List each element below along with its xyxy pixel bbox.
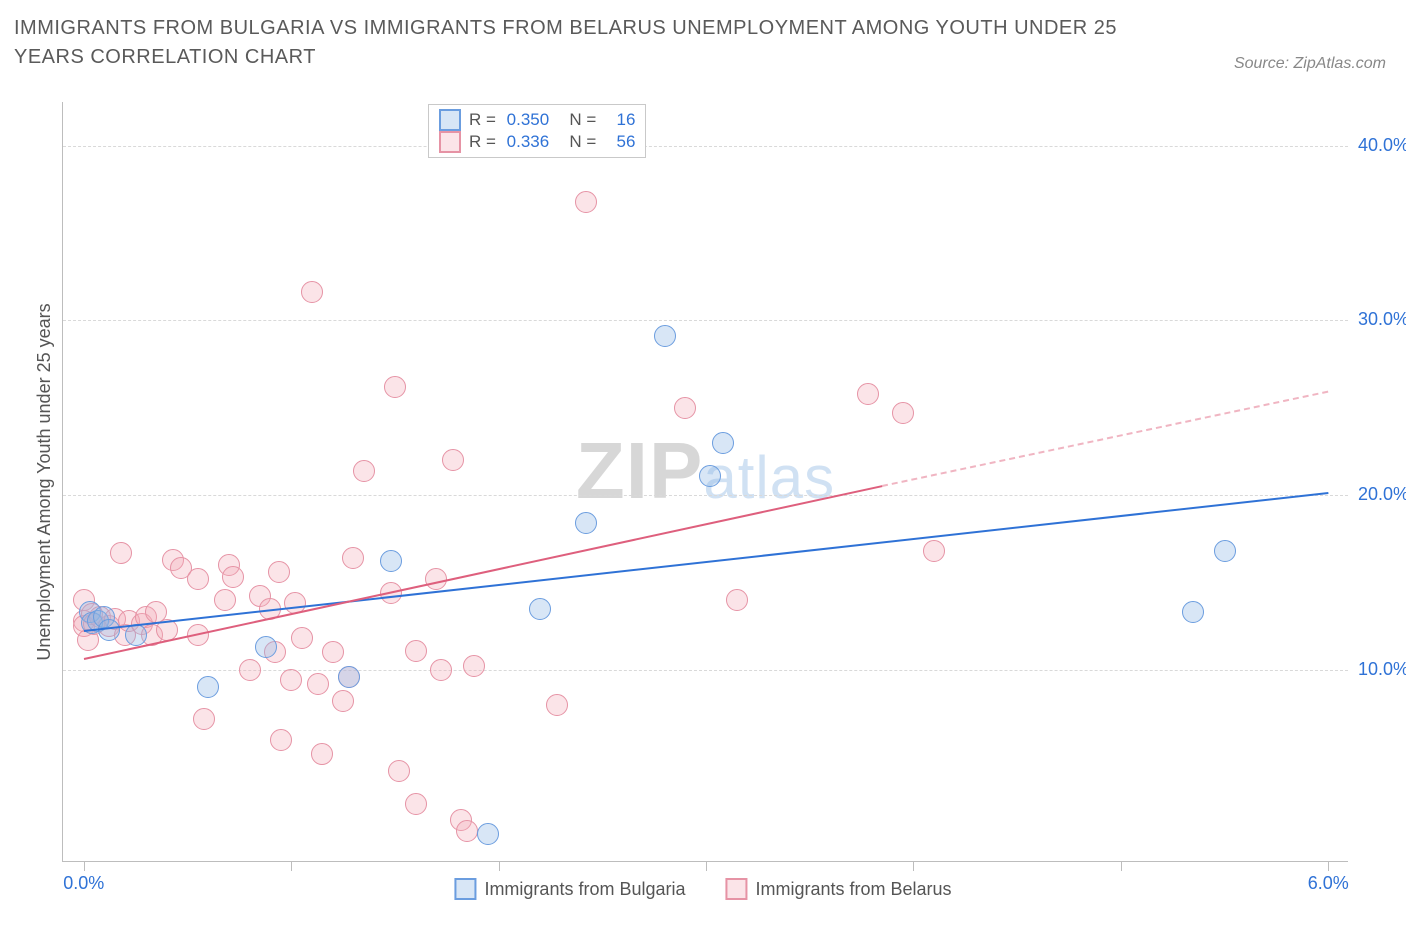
data-point-bulgaria xyxy=(125,624,147,646)
y-tick-label: 10.0% xyxy=(1358,659,1406,680)
chart-title: IMMIGRANTS FROM BULGARIA VS IMMIGRANTS F… xyxy=(14,14,1134,72)
y-tick-label: 30.0% xyxy=(1358,309,1406,330)
data-point-belarus xyxy=(268,561,290,583)
legend-r-key: R = xyxy=(469,110,501,130)
x-tick-label: 6.0% xyxy=(1308,873,1349,894)
data-point-belarus xyxy=(388,760,410,782)
source-label: Source: ZipAtlas.com xyxy=(1234,55,1386,73)
legend-item-bulgaria: Immigrants from Bulgaria xyxy=(454,878,685,900)
data-point-belarus xyxy=(193,708,215,730)
data-point-bulgaria xyxy=(1182,601,1204,623)
data-point-belarus xyxy=(405,793,427,815)
data-point-belarus xyxy=(857,383,879,405)
data-point-belarus xyxy=(110,542,132,564)
data-point-bulgaria xyxy=(712,432,734,454)
data-point-bulgaria xyxy=(529,598,551,620)
trendline-bulgaria xyxy=(84,492,1329,632)
legend-swatch-belarus xyxy=(439,131,461,153)
gridline-h xyxy=(63,146,1348,147)
legend-item-belarus: Immigrants from Belarus xyxy=(726,878,952,900)
data-point-belarus xyxy=(342,547,364,569)
data-point-belarus xyxy=(222,566,244,588)
data-point-bulgaria xyxy=(197,676,219,698)
x-tick-mark xyxy=(913,861,914,871)
data-point-bulgaria xyxy=(255,636,277,658)
data-point-belarus xyxy=(214,589,236,611)
data-point-belarus xyxy=(291,627,313,649)
data-point-belarus xyxy=(405,640,427,662)
y-tick-label: 40.0% xyxy=(1358,135,1406,156)
legend-n-val-belarus: 56 xyxy=(607,132,635,152)
legend-stats-row-belarus: R = 0.336 N = 56 xyxy=(439,131,635,153)
data-point-bulgaria xyxy=(380,550,402,572)
data-point-belarus xyxy=(726,589,748,611)
legend-r-val-belarus: 0.336 xyxy=(507,132,550,152)
x-tick-mark xyxy=(291,861,292,871)
legend-swatch-belarus xyxy=(726,878,748,900)
data-point-belarus xyxy=(442,449,464,471)
x-tick-mark xyxy=(84,861,85,871)
data-point-belarus xyxy=(280,669,302,691)
data-point-belarus xyxy=(307,673,329,695)
data-point-belarus xyxy=(187,568,209,590)
data-point-belarus xyxy=(239,659,261,681)
gridline-h xyxy=(63,320,1348,321)
data-point-bulgaria xyxy=(1214,540,1236,562)
data-point-bulgaria xyxy=(699,465,721,487)
x-tick-mark xyxy=(1121,861,1122,871)
data-point-belarus xyxy=(463,655,485,677)
data-point-bulgaria xyxy=(338,666,360,688)
watermark-part1: ZIP xyxy=(576,425,703,514)
y-axis-title: Unemployment Among Youth under 25 years xyxy=(34,303,55,660)
data-point-bulgaria xyxy=(477,823,499,845)
legend-n-key: N = xyxy=(555,110,601,130)
legend-label-belarus: Immigrants from Belarus xyxy=(756,879,952,899)
data-point-belarus xyxy=(270,729,292,751)
data-point-belarus xyxy=(892,402,914,424)
data-point-belarus xyxy=(546,694,568,716)
legend-stats-box: R = 0.350 N = 16 R = 0.336 N = 56 xyxy=(428,104,646,158)
x-tick-mark xyxy=(1328,861,1329,871)
legend-n-key: N = xyxy=(555,132,601,152)
data-point-belarus xyxy=(456,820,478,842)
legend-r-key: R = xyxy=(469,132,501,152)
legend-swatch-bulgaria xyxy=(439,109,461,131)
data-point-belarus xyxy=(322,641,344,663)
data-point-belarus xyxy=(384,376,406,398)
legend-r-val-bulgaria: 0.350 xyxy=(507,110,550,130)
data-point-belarus xyxy=(311,743,333,765)
chart-plot-area: ZIPatlas 0.0%6.0% xyxy=(62,102,1348,862)
legend-n-val-bulgaria: 16 xyxy=(607,110,635,130)
x-tick-label: 0.0% xyxy=(63,873,104,894)
data-point-belarus xyxy=(923,540,945,562)
data-point-belarus xyxy=(575,191,597,213)
data-point-belarus xyxy=(430,659,452,681)
data-point-bulgaria xyxy=(654,325,676,347)
x-tick-mark xyxy=(706,861,707,871)
y-tick-label: 20.0% xyxy=(1358,484,1406,505)
data-point-belarus xyxy=(674,397,696,419)
legend-series: Immigrants from Bulgaria Immigrants from… xyxy=(454,878,951,900)
legend-stats-row-bulgaria: R = 0.350 N = 16 xyxy=(439,109,635,131)
trendline-belarus-dash xyxy=(882,390,1328,486)
legend-label-bulgaria: Immigrants from Bulgaria xyxy=(484,879,685,899)
gridline-h xyxy=(63,495,1348,496)
data-point-belarus xyxy=(332,690,354,712)
data-point-belarus xyxy=(301,281,323,303)
legend-swatch-bulgaria xyxy=(454,878,476,900)
data-point-bulgaria xyxy=(575,512,597,534)
data-point-belarus xyxy=(353,460,375,482)
x-tick-mark xyxy=(499,861,500,871)
